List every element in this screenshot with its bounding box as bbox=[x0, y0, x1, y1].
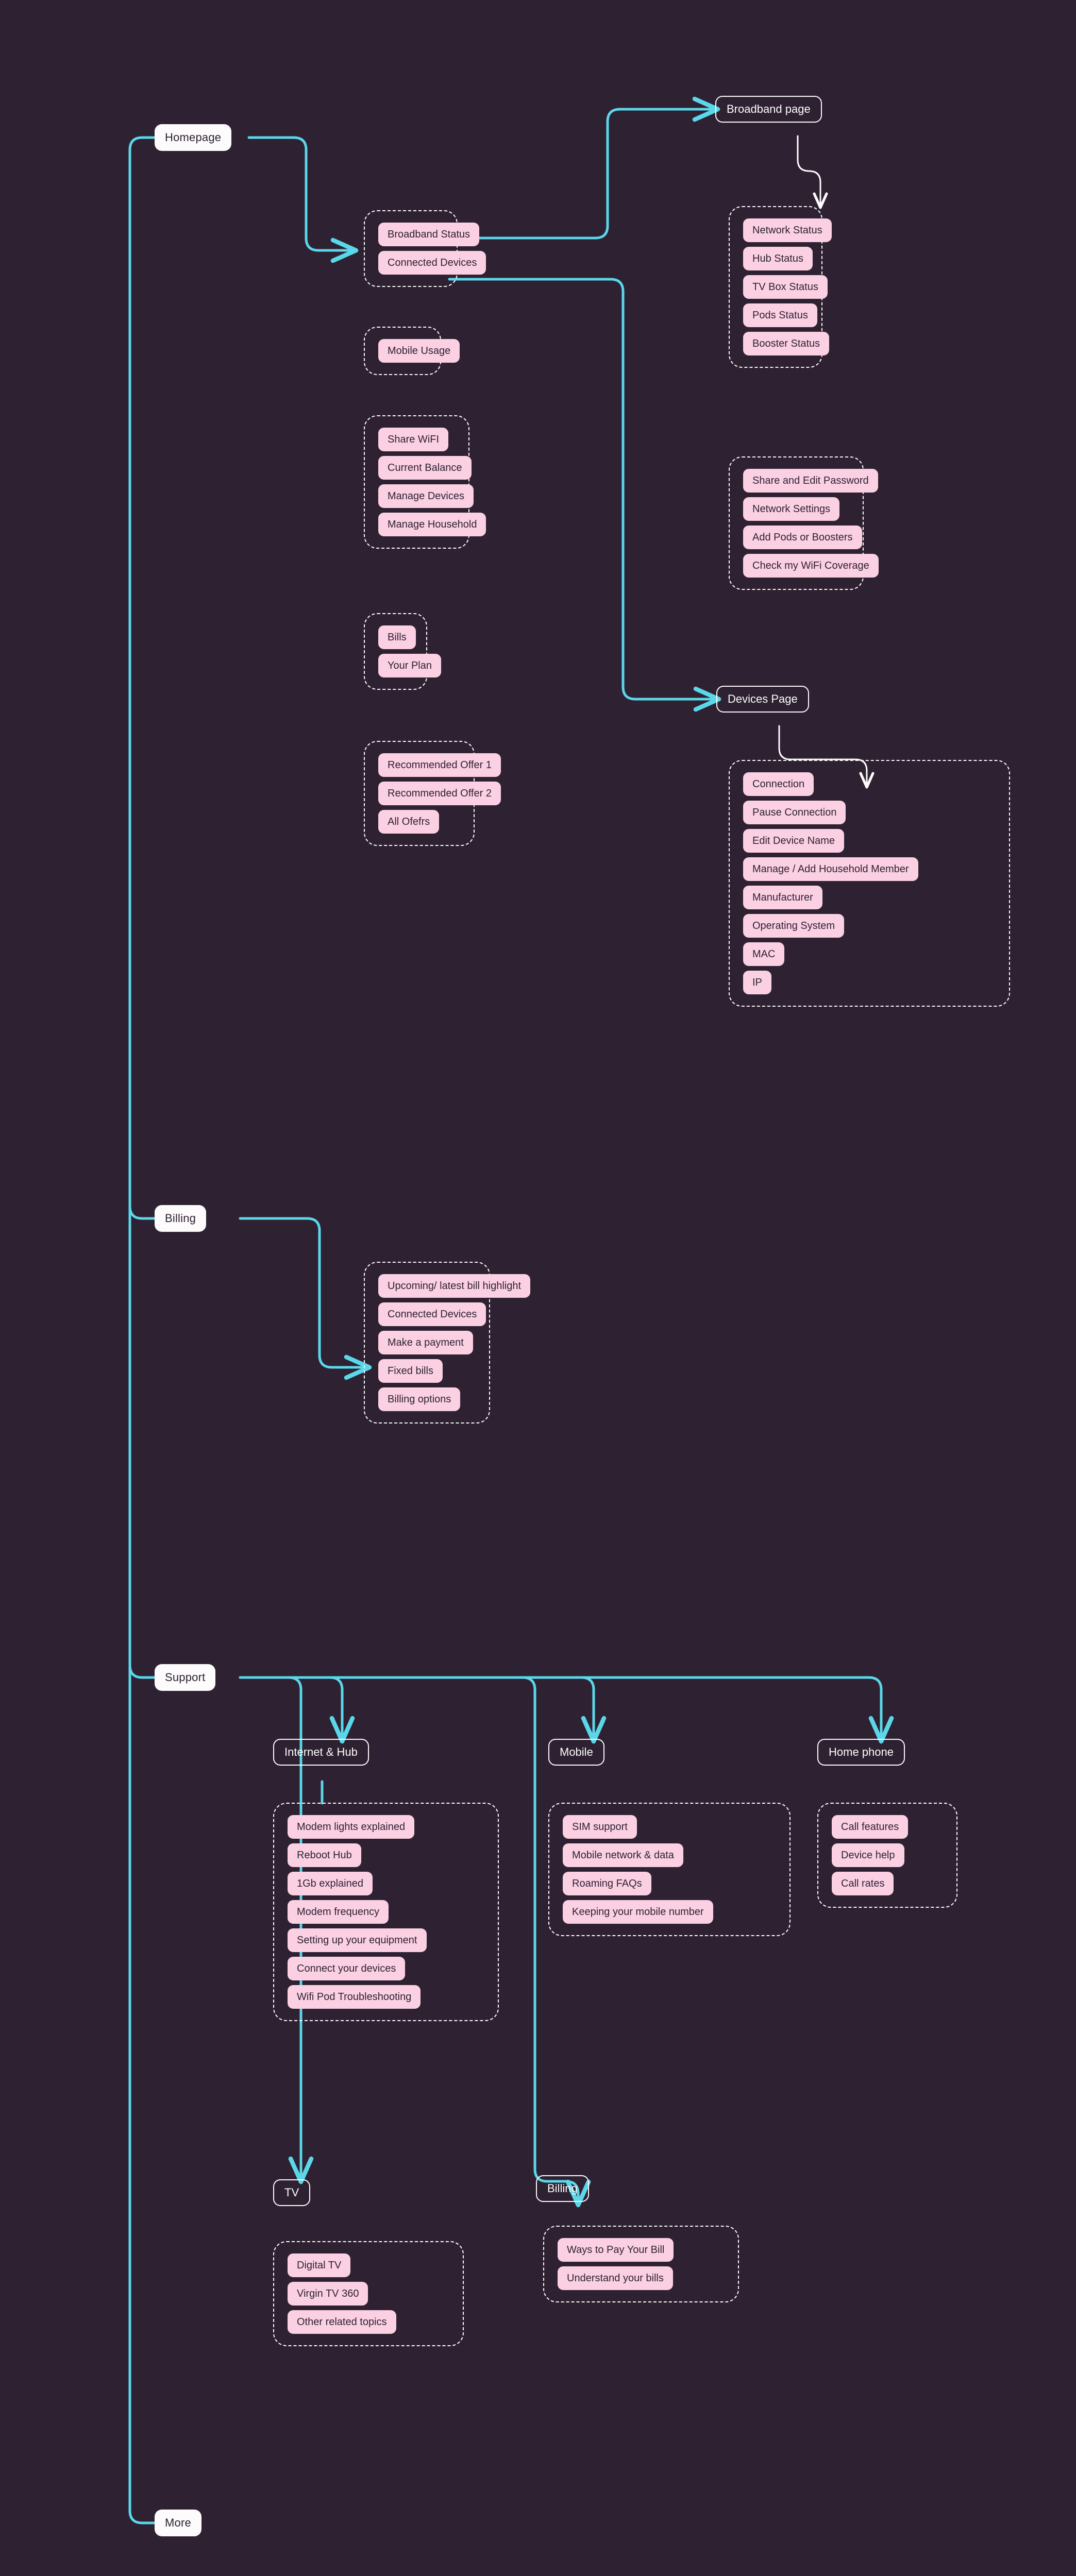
pill-modem-frequency[interactable]: Modem frequency bbox=[288, 1900, 389, 1924]
node-internet-and-hub[interactable]: Internet & Hub bbox=[273, 1739, 369, 1766]
pill-mac[interactable]: MAC bbox=[743, 942, 785, 966]
group-broadband-settings: Share and Edit Password Network Settings… bbox=[729, 456, 879, 590]
group-internet-hub-items: Modem lights explained Reboot Hub 1Gb ex… bbox=[273, 1803, 499, 2021]
pill-pods-status[interactable]: Pods Status bbox=[743, 303, 817, 327]
pill-upcoming-latest-bill-highlight[interactable]: Upcoming/ latest bill highlight bbox=[378, 1274, 531, 1298]
group-home-phone-items: Call features Device help Call rates bbox=[817, 1803, 957, 1908]
group-tv-items: Digital TV Virgin TV 360 Other related t… bbox=[273, 2241, 464, 2346]
pill-understand-your-bills[interactable]: Understand your bills bbox=[558, 2266, 673, 2290]
pill-your-plan[interactable]: Your Plan bbox=[378, 654, 441, 677]
pill-tv-box-status[interactable]: TV Box Status bbox=[743, 275, 828, 299]
pill-ways-to-pay-your-bill[interactable]: Ways to Pay Your Bill bbox=[558, 2238, 674, 2262]
node-support[interactable]: Support bbox=[155, 1664, 216, 1691]
group-broadband-statuses: Network Status Hub Status TV Box Status … bbox=[729, 206, 832, 368]
node-billing[interactable]: Billing bbox=[155, 1205, 207, 1232]
pill-fixed-bills[interactable]: Fixed bills bbox=[378, 1359, 443, 1383]
pill-manage-household[interactable]: Manage Household bbox=[378, 513, 486, 536]
pill-edit-device-name[interactable]: Edit Device Name bbox=[743, 829, 845, 853]
pill-share-and-edit-password[interactable]: Share and Edit Password bbox=[743, 469, 878, 493]
pill-add-pods-or-boosters[interactable]: Add Pods or Boosters bbox=[743, 526, 862, 549]
group-homepage-offers: Recommended Offer 1 Recommended Offer 2 … bbox=[364, 741, 501, 846]
pill-mobile-usage[interactable]: Mobile Usage bbox=[378, 339, 460, 363]
pill-network-status[interactable]: Network Status bbox=[743, 218, 832, 242]
node-broadband-page[interactable]: Broadband page bbox=[715, 96, 822, 123]
pill-sim-support[interactable]: SIM support bbox=[563, 1815, 637, 1839]
pill-share-wifi[interactable]: Share WiFI bbox=[378, 428, 449, 451]
pill-check-my-wifi-coverage[interactable]: Check my WiFi Coverage bbox=[743, 554, 879, 578]
pill-mobile-network-and-data[interactable]: Mobile network & data bbox=[563, 1843, 683, 1867]
pill-digital-tv[interactable]: Digital TV bbox=[288, 2253, 351, 2277]
group-homepage-wifi: Share WiFI Current Balance Manage Device… bbox=[364, 415, 486, 549]
node-devices-page[interactable]: Devices Page bbox=[716, 686, 809, 713]
node-support-billing[interactable]: Billing bbox=[536, 2175, 589, 2202]
group-billing-items: Upcoming/ latest bill highlight Connecte… bbox=[364, 1262, 531, 1423]
node-more[interactable]: More bbox=[155, 2510, 201, 2536]
pill-make-a-payment[interactable]: Make a payment bbox=[378, 1331, 473, 1354]
pill-all-offers[interactable]: All Ofefrs bbox=[378, 810, 440, 834]
pill-pause-connection[interactable]: Pause Connection bbox=[743, 801, 846, 824]
pill-network-settings[interactable]: Network Settings bbox=[743, 497, 840, 521]
pill-roaming-faqs[interactable]: Roaming FAQs bbox=[563, 1872, 651, 1895]
pill-booster-status[interactable]: Booster Status bbox=[743, 332, 830, 355]
pill-call-features[interactable]: Call features bbox=[832, 1815, 909, 1839]
pill-reboot-hub[interactable]: Reboot Hub bbox=[288, 1843, 361, 1867]
pill-ip[interactable]: IP bbox=[743, 971, 771, 994]
pill-device-help[interactable]: Device help bbox=[832, 1843, 904, 1867]
pill-virgin-tv-360[interactable]: Virgin TV 360 bbox=[288, 2282, 368, 2306]
pill-billing-options[interactable]: Billing options bbox=[378, 1387, 461, 1411]
node-homepage[interactable]: Homepage bbox=[155, 124, 232, 151]
pill-broadband-status[interactable]: Broadband Status bbox=[378, 223, 480, 246]
group-device-details: Connection Pause Connection Edit Device … bbox=[729, 760, 1010, 1007]
pill-setting-up-your-equipment[interactable]: Setting up your equipment bbox=[288, 1928, 427, 1952]
pill-operating-system[interactable]: Operating System bbox=[743, 914, 845, 938]
node-tv[interactable]: TV bbox=[273, 2179, 311, 2206]
pill-connect-your-devices[interactable]: Connect your devices bbox=[288, 1957, 406, 1980]
pill-recommended-offer-1[interactable]: Recommended Offer 1 bbox=[378, 753, 501, 777]
pill-connection[interactable]: Connection bbox=[743, 772, 814, 796]
pill-call-rates[interactable]: Call rates bbox=[832, 1872, 894, 1895]
node-home-phone[interactable]: Home phone bbox=[817, 1739, 905, 1766]
pill-manufacturer[interactable]: Manufacturer bbox=[743, 886, 822, 909]
pill-modem-lights-explained[interactable]: Modem lights explained bbox=[288, 1815, 415, 1839]
pill-current-balance[interactable]: Current Balance bbox=[378, 456, 472, 480]
pill-connected-devices[interactable]: Connected Devices bbox=[378, 251, 486, 275]
group-support-billing-items: Ways to Pay Your Bill Understand your bi… bbox=[543, 2226, 739, 2302]
node-mobile[interactable]: Mobile bbox=[548, 1739, 604, 1766]
group-homepage-bills: Bills Your Plan bbox=[364, 613, 441, 690]
pill-wifi-pod-troubleshooting[interactable]: Wifi Pod Troubleshooting bbox=[288, 1985, 421, 2009]
group-mobile-items: SIM support Mobile network & data Roamin… bbox=[548, 1803, 791, 1936]
group-homepage-usage: Mobile Usage bbox=[364, 327, 460, 375]
pill-bills[interactable]: Bills bbox=[378, 625, 416, 649]
pill-hub-status[interactable]: Hub Status bbox=[743, 247, 813, 270]
pill-manage-add-household-member[interactable]: Manage / Add Household Member bbox=[743, 857, 918, 881]
pill-other-related-topics[interactable]: Other related topics bbox=[288, 2310, 396, 2334]
pill-billing-connected-devices[interactable]: Connected Devices bbox=[378, 1302, 486, 1326]
pill-1gb-explained[interactable]: 1Gb explained bbox=[288, 1872, 373, 1895]
pill-manage-devices[interactable]: Manage Devices bbox=[378, 484, 474, 508]
pill-recommended-offer-2[interactable]: Recommended Offer 2 bbox=[378, 782, 501, 805]
pill-keeping-your-mobile-number[interactable]: Keeping your mobile number bbox=[563, 1900, 713, 1924]
group-homepage-status: Broadband Status Connected Devices bbox=[364, 210, 486, 287]
